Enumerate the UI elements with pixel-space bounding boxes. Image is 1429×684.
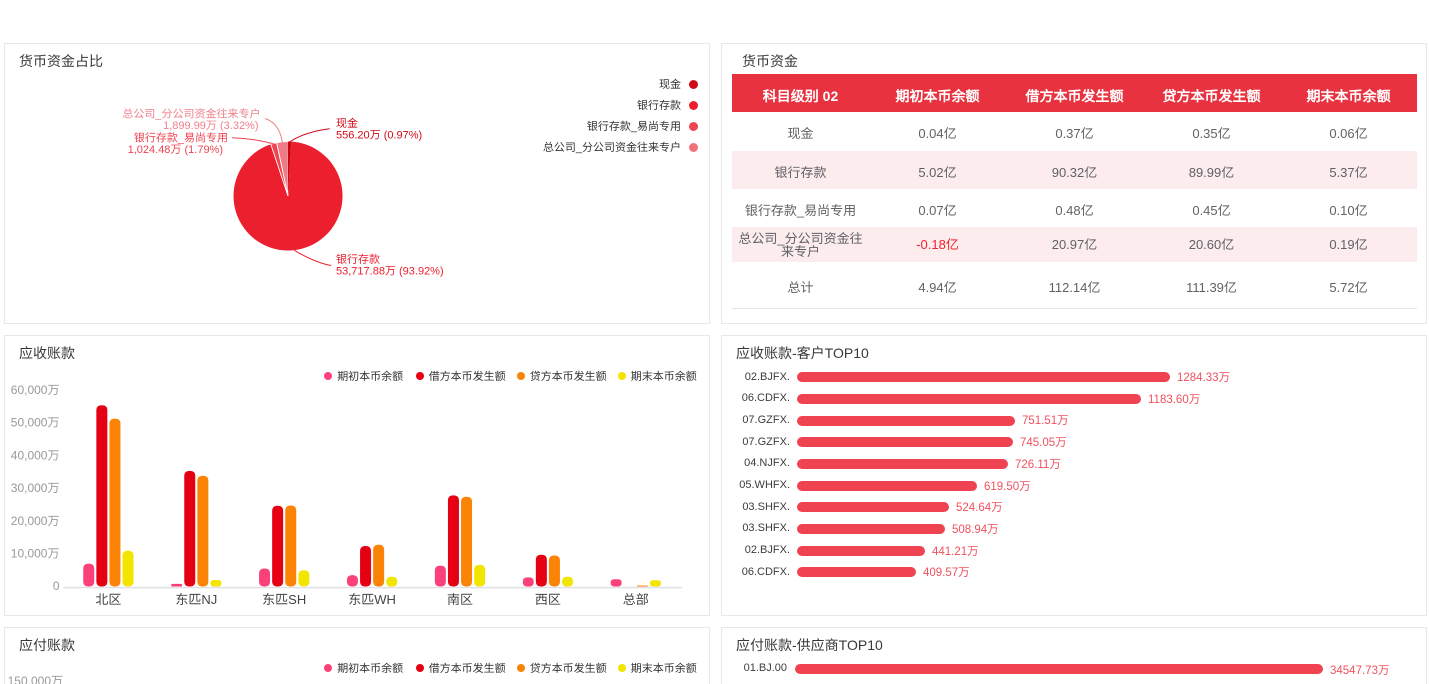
svg-text:53,717.88万 (93.92%): 53,717.88万 (93.92%) [336,266,444,278]
svg-text:40,000万: 40,000万 [11,448,60,462]
svg-text:现金: 现金 [336,117,358,130]
svg-text:1,024.48万 (1.79%): 1,024.48万 (1.79%) [128,144,223,156]
svg-text:20,000万: 20,000万 [11,514,60,528]
svg-text:50,000万: 50,000万 [11,416,60,430]
svg-text:1,899.99万 (3.32%): 1,899.99万 (3.32%) [163,120,258,132]
svg-text:南区: 南区 [447,592,473,607]
svg-text:东匹SH: 东匹SH [262,592,306,607]
svg-text:556.20万 (0.97%): 556.20万 (0.97%) [336,130,422,142]
svg-text:总部: 总部 [623,592,649,607]
svg-text:北区: 北区 [95,592,121,607]
svg-text:30,000万: 30,000万 [11,481,60,495]
svg-text:银行存款_易尚专用: 银行存款_易尚专用 [134,132,228,145]
svg-text:东匹WH: 东匹WH [348,592,396,607]
svg-text:0: 0 [53,579,60,593]
svg-text:东匹NJ: 东匹NJ [175,592,217,607]
svg-text:西区: 西区 [535,592,561,607]
svg-text:60,000万: 60,000万 [11,383,60,397]
svg-text:总公司_分公司资金往来专户: 总公司_分公司资金往来专户 [122,108,260,121]
svg-text:银行存款: 银行存款 [336,253,380,266]
svg-text:10,000万: 10,000万 [11,546,60,560]
